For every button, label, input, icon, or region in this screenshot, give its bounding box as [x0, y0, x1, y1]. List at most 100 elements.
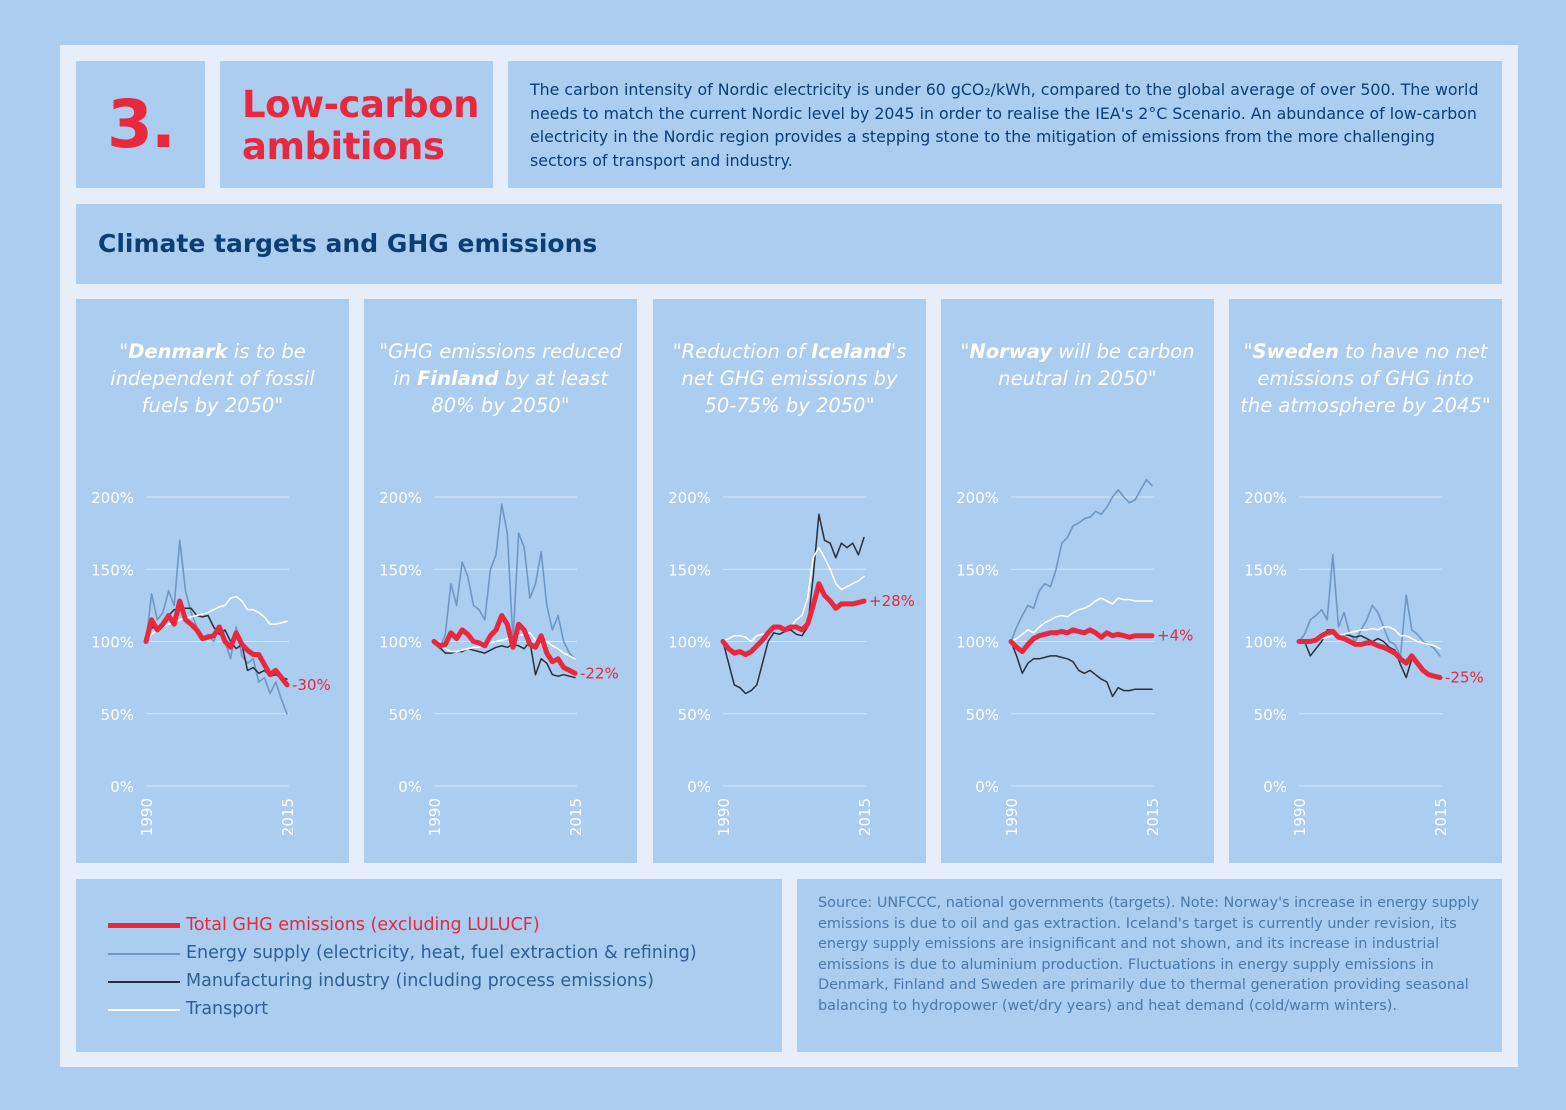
- y-tick-label: 150%: [379, 561, 422, 579]
- legend-label-total: Total GHG emissions (excluding LULUCF): [186, 915, 540, 935]
- y-tick-label: 50%: [966, 706, 999, 724]
- legend-item-total: Total GHG emissions (excluding LULUCF): [76, 911, 782, 939]
- y-tick-label: 0%: [687, 778, 711, 796]
- legend-label-energy: Energy supply (electricity, heat, fuel e…: [186, 943, 697, 963]
- panel-norway: "Norway will be carbon neutral in 2050" …: [941, 299, 1214, 863]
- y-tick-label: 200%: [91, 489, 134, 507]
- series-line-transport: [1298, 626, 1441, 650]
- series-line-transport: [722, 546, 865, 643]
- x-tick-label: 2015: [856, 798, 874, 836]
- series-line-total: [143, 598, 290, 688]
- x-tick-label: 2015: [279, 798, 297, 836]
- chart-denmark: 0% 50% 100% 150% 200% 1990 2015 -30%: [91, 489, 331, 836]
- y-tick-label: 200%: [379, 489, 422, 507]
- section-title-box: Low-carbon ambitions: [220, 61, 493, 188]
- series-line-energy: [1010, 478, 1153, 643]
- quote-pre: "Reduction of: [672, 340, 812, 363]
- section-number: 3.: [76, 61, 205, 188]
- x-tick-label: 1990: [1291, 798, 1309, 836]
- quote-post: to have no net emissions of GHG into the…: [1240, 340, 1491, 418]
- series-line-manufacturing: [1010, 640, 1153, 698]
- chart-section-heading: Climate targets and GHG emissions: [76, 204, 1502, 284]
- panel-denmark: "Denmark is to be independent of fossil …: [76, 299, 349, 863]
- legend-swatch-manufacturing: [108, 981, 180, 983]
- legend-item-transport: Transport: [76, 995, 782, 1023]
- quote-norway: "Norway will be carbon neutral in 2050": [951, 338, 1204, 392]
- y-tick-label: 0%: [1263, 778, 1287, 796]
- legend-swatch-total: [108, 923, 180, 928]
- intro-text: The carbon intensity of Nordic electrici…: [508, 61, 1502, 188]
- panel-sweden: "Sweden to have no net emissions of GHG …: [1229, 299, 1502, 863]
- series-line-total: [1008, 627, 1155, 655]
- quote-pre: ": [1243, 340, 1253, 363]
- quote-country: Finland: [417, 367, 499, 391]
- y-tick-label: 50%: [678, 706, 711, 724]
- series-line-total: [431, 613, 578, 676]
- quote-post: is to be independent of fossil fuels by …: [110, 340, 315, 418]
- quote-country: Denmark: [128, 340, 228, 363]
- y-tick-label: 200%: [956, 489, 999, 507]
- quote-denmark: "Denmark is to be independent of fossil …: [86, 338, 339, 420]
- x-tick-label: 2015: [567, 798, 585, 836]
- y-tick-label: 150%: [91, 561, 134, 579]
- y-tick-label: 100%: [1244, 634, 1287, 652]
- y-tick-label: 0%: [398, 778, 422, 796]
- quote-post: by at least 80% by 2050": [431, 367, 608, 418]
- x-tick-label: 1990: [426, 798, 444, 836]
- quote-sweden: "Sweden to have no net emissions of GHG …: [1239, 338, 1492, 420]
- legend-item-energy: Energy supply (electricity, heat, fuel e…: [76, 939, 782, 967]
- y-tick-label: 100%: [956, 634, 999, 652]
- legend: Total GHG emissions (excluding LULUCF) E…: [76, 879, 782, 1052]
- y-tick-label: 50%: [389, 706, 422, 724]
- end-value-label: +28%: [869, 592, 915, 610]
- y-tick-label: 100%: [91, 634, 134, 652]
- quote-iceland: "Reduction of Iceland's net GHG emission…: [663, 338, 916, 420]
- chart-sweden: 0% 50% 100% 150% 200% 1990 2015 -25%: [1244, 489, 1484, 836]
- chart-finland: 0% 50% 100% 150% 200% 1990 2015 -22%: [379, 489, 619, 836]
- end-value-label: +4%: [1157, 627, 1193, 645]
- y-tick-label: 200%: [668, 489, 711, 507]
- quote-country: Sweden: [1252, 340, 1339, 363]
- end-value-label: -30%: [292, 676, 331, 694]
- y-tick-label: 50%: [101, 706, 134, 724]
- y-tick-label: 200%: [1244, 489, 1287, 507]
- series-line-transport: [145, 595, 288, 643]
- quote-post: 's net GHG emissions by 50-75% by 2050": [681, 340, 907, 418]
- series-line-total: [720, 581, 867, 657]
- quote-finland: "GHG emissions reduced in Finland by at …: [374, 338, 627, 420]
- legend-swatch-energy: [108, 953, 180, 955]
- quote-pre: "GHG emissions reduced in: [379, 340, 622, 391]
- y-tick-label: 150%: [956, 561, 999, 579]
- legend-item-manufacturing: Manufacturing industry (including proces…: [76, 967, 782, 995]
- series-line-manufacturing: [722, 513, 865, 695]
- end-value-label: -25%: [1445, 669, 1484, 687]
- panel-iceland: "Reduction of Iceland's net GHG emission…: [653, 299, 926, 863]
- legend-label-transport: Transport: [186, 999, 269, 1019]
- quote-country: Norway: [969, 340, 1053, 363]
- end-value-label: -22%: [580, 664, 619, 682]
- quote-pre: ": [119, 340, 129, 363]
- series-line-energy: [433, 503, 576, 660]
- quote-post: will be carbon neutral in 2050": [998, 340, 1195, 391]
- quote-pre: ": [960, 340, 970, 363]
- x-tick-label: 2015: [1432, 798, 1450, 836]
- y-tick-label: 0%: [975, 778, 999, 796]
- y-tick-label: 100%: [668, 634, 711, 652]
- x-tick-label: 2015: [1144, 798, 1162, 836]
- x-tick-label: 1990: [1003, 798, 1021, 836]
- series-line-total: [1296, 628, 1443, 681]
- x-tick-label: 1990: [715, 798, 733, 836]
- chart-norway: 0% 50% 100% 150% 200% 1990 2015 +4%: [956, 478, 1193, 836]
- y-tick-label: 50%: [1254, 706, 1287, 724]
- series-line-energy: [1298, 554, 1441, 657]
- legend-swatch-transport: [108, 1009, 180, 1011]
- y-tick-label: 0%: [110, 778, 134, 796]
- y-tick-label: 150%: [1244, 561, 1287, 579]
- series-line-transport: [433, 631, 576, 660]
- panel-finland: "GHG emissions reduced in Finland by at …: [364, 299, 637, 863]
- quote-country: Iceland: [811, 340, 891, 363]
- x-tick-label: 1990: [138, 798, 156, 836]
- y-tick-label: 150%: [668, 561, 711, 579]
- section-title-line-1: Low-carbon: [242, 83, 479, 126]
- chart-iceland: 0% 50% 100% 150% 200% 1990 2015 +28%: [668, 489, 915, 836]
